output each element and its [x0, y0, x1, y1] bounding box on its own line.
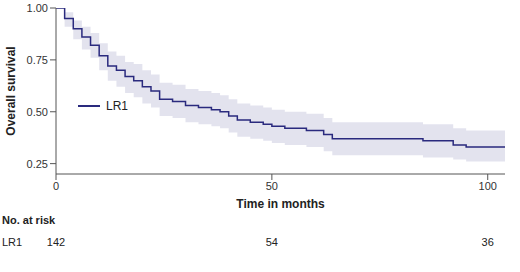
html-text:LR1: LR1 [106, 99, 128, 114]
svg-text:0: 0 [53, 180, 59, 192]
svg-text:0.25: 0.25 [27, 158, 48, 170]
html-text:LR1: LR1 [2, 236, 23, 248]
svg-text:1.00: 1.00 [27, 2, 48, 14]
svg-text:100: 100 [479, 180, 497, 192]
html-text:36: 36 [481, 236, 494, 248]
svg-text:Time in months: Time in months [236, 197, 325, 210]
html-text:54: 54 [265, 236, 278, 248]
html-text:No. at risk: No. at risk [2, 214, 56, 226]
svg-text:50: 50 [266, 180, 278, 192]
html-text:142: 142 [46, 236, 66, 248]
svg-text:0.75: 0.75 [27, 54, 48, 66]
html-text:Overall survival: Overall survival [4, 46, 18, 136]
svg-text:0.50: 0.50 [27, 106, 48, 118]
